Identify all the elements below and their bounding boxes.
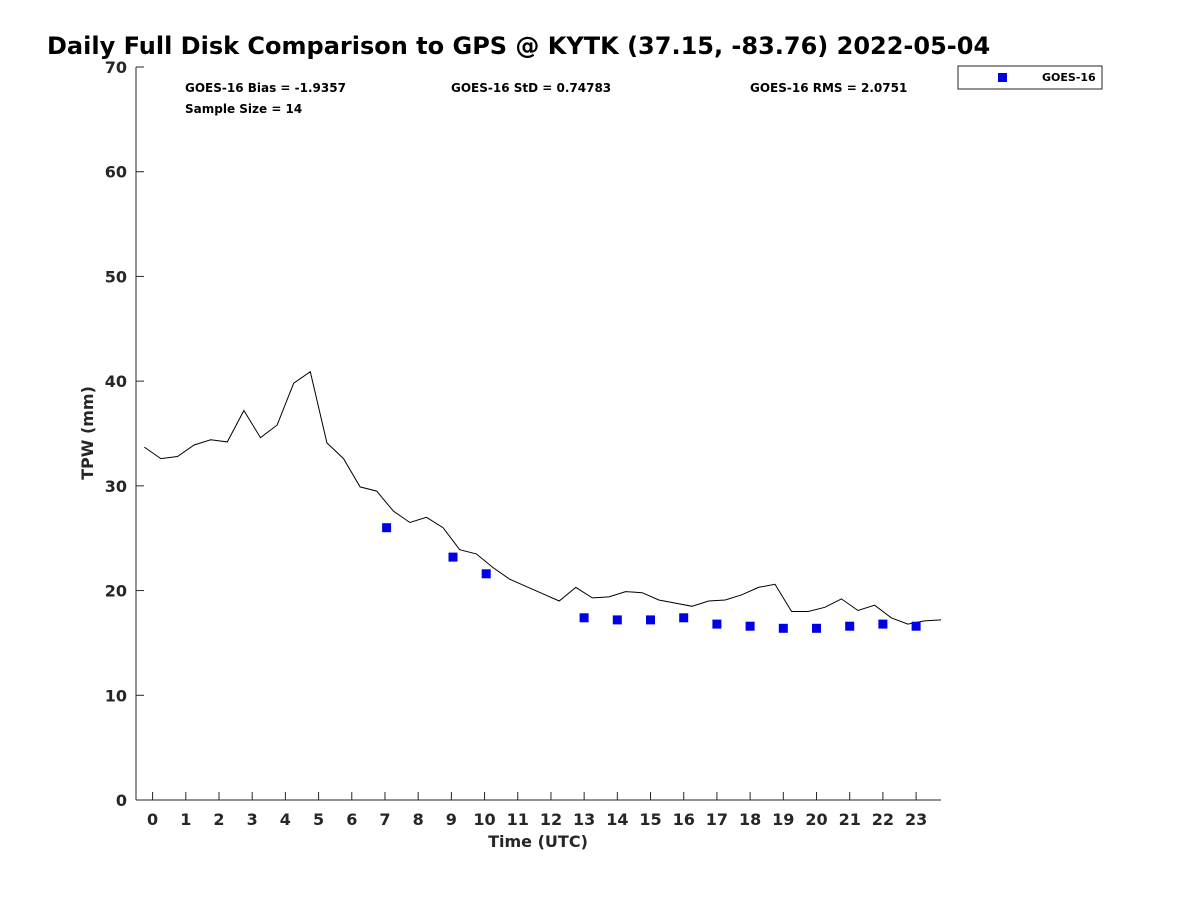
y-tick-label: 60 (105, 163, 127, 182)
goes16-point (745, 621, 755, 631)
std-stat: GOES-16 StD = 0.74783 (451, 81, 611, 95)
x-tick-label: 6 (346, 810, 357, 829)
gps-tpw-line (144, 370, 942, 625)
x-axis-ticks: 0 1 2 3 4 5 6 7 8 9 10 11 12 13 14 15 16 17 18 19 20 21 22 23 (147, 792, 927, 829)
y-tick-label: 10 (105, 686, 127, 705)
chart-title: Daily Full Disk Comparison to GPS @ KYTK… (47, 32, 990, 60)
goes16-point (778, 623, 788, 633)
rms-stat: GOES-16 RMS = 2.0751 (750, 81, 907, 95)
goes16-point (579, 613, 589, 623)
y-axis-label: TPW (mm) (78, 386, 97, 480)
y-tick-label: 70 (105, 58, 127, 77)
x-tick-label: 2 (213, 810, 224, 829)
bias-stat: GOES-16 Bias = -1.9357 (185, 81, 346, 95)
x-tick-label: 5 (313, 810, 324, 829)
legend-label-goes16: GOES-16 (1042, 71, 1096, 84)
goes16-point (911, 621, 921, 631)
plot-area (136, 67, 941, 800)
sample-size-stat: Sample Size = 14 (185, 102, 302, 116)
goes16-point (878, 619, 888, 629)
y-tick-label: 20 (105, 582, 127, 601)
y-tick-label: 0 (116, 791, 127, 810)
x-tick-label: 4 (280, 810, 291, 829)
goes16-point (845, 621, 855, 631)
y-tick-label: 30 (105, 477, 127, 496)
x-tick-label: 12 (540, 810, 562, 829)
goes16-point (712, 619, 722, 629)
x-tick-label: 16 (673, 810, 695, 829)
x-tick-label: 15 (639, 810, 661, 829)
goes16-point (612, 615, 622, 625)
x-axis-label: Time (UTC) (488, 832, 588, 851)
x-tick-label: 21 (839, 810, 861, 829)
x-tick-label: 18 (739, 810, 761, 829)
x-tick-label: 0 (147, 810, 158, 829)
x-tick-label: 19 (772, 810, 794, 829)
x-tick-label: 23 (905, 810, 927, 829)
goes16-point (812, 623, 821, 633)
x-tick-label: 17 (706, 810, 728, 829)
x-tick-label: 22 (872, 810, 894, 829)
x-tick-label: 11 (507, 810, 529, 829)
x-tick-label: 9 (446, 810, 457, 829)
legend-marker-goes16 (998, 73, 1007, 82)
legend-box (957, 65, 1103, 90)
x-tick-label: 8 (413, 810, 424, 829)
goes16-point (481, 569, 491, 579)
x-tick-label: 3 (247, 810, 258, 829)
series-layer (144, 370, 942, 633)
x-tick-label: 1 (180, 810, 191, 829)
x-tick-label: 13 (573, 810, 595, 829)
x-tick-label: 14 (606, 810, 628, 829)
y-tick-label: 40 (105, 372, 127, 391)
goes16-point (646, 615, 655, 625)
x-tick-label: 7 (379, 810, 390, 829)
x-tick-label: 20 (805, 810, 827, 829)
goes16-point (448, 552, 458, 562)
legend: GOES-16 (957, 65, 1103, 90)
goes16-point (679, 613, 689, 623)
goes16-point (382, 523, 392, 533)
y-tick-label: 50 (105, 267, 127, 286)
x-tick-label: 10 (473, 810, 495, 829)
y-axis-ticks: 0 10 20 30 40 50 60 70 (105, 58, 144, 810)
